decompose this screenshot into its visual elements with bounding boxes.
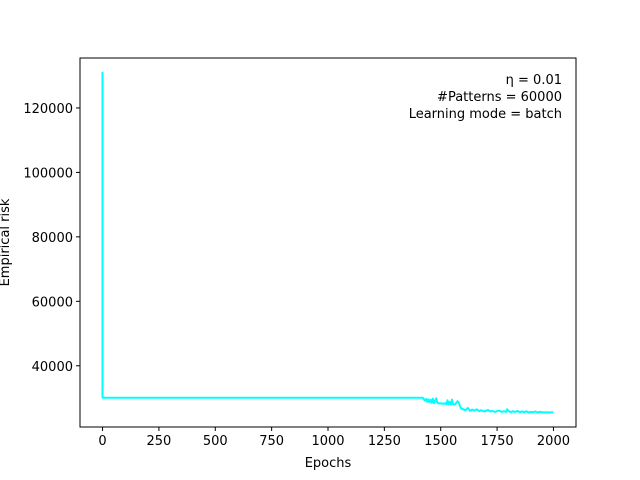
y-tick-label: 40000 bbox=[32, 360, 73, 375]
y-tick-label: 60000 bbox=[32, 295, 73, 310]
x-tick-label: 1750 bbox=[481, 434, 514, 449]
y-ticks: 40000 60000 80000 100000 120000 bbox=[23, 102, 80, 375]
x-tick-label: 0 bbox=[98, 434, 106, 449]
x-tick-label: 1500 bbox=[424, 434, 457, 449]
x-tick-label: 2000 bbox=[537, 434, 570, 449]
x-tick-label: 750 bbox=[259, 434, 284, 449]
x-tick-label: 500 bbox=[203, 434, 228, 449]
annotation-learning-mode: Learning mode = batch bbox=[409, 107, 562, 122]
annotation-patterns: #Patterns = 60000 bbox=[437, 90, 562, 105]
x-ticks: 0 250 500 750 1000 1250 1500 1750 2000 bbox=[98, 427, 570, 449]
y-tick-label: 80000 bbox=[32, 231, 73, 246]
series-line-0 bbox=[101, 71, 554, 414]
y-axis-label: Empirical risk bbox=[0, 198, 13, 286]
annotation-box: η = 0.01 #Patterns = 60000 Learning mode… bbox=[409, 73, 562, 122]
x-tick-label: 1250 bbox=[368, 434, 401, 449]
annotation-learning-rate: η = 0.01 bbox=[506, 73, 562, 88]
x-tick-label: 1000 bbox=[311, 434, 344, 449]
y-tick-label: 120000 bbox=[23, 102, 73, 117]
y-tick-label: 100000 bbox=[23, 166, 73, 181]
series-layer bbox=[101, 71, 554, 414]
x-tick-label: 250 bbox=[146, 434, 171, 449]
x-axis-label: Epochs bbox=[305, 456, 352, 471]
